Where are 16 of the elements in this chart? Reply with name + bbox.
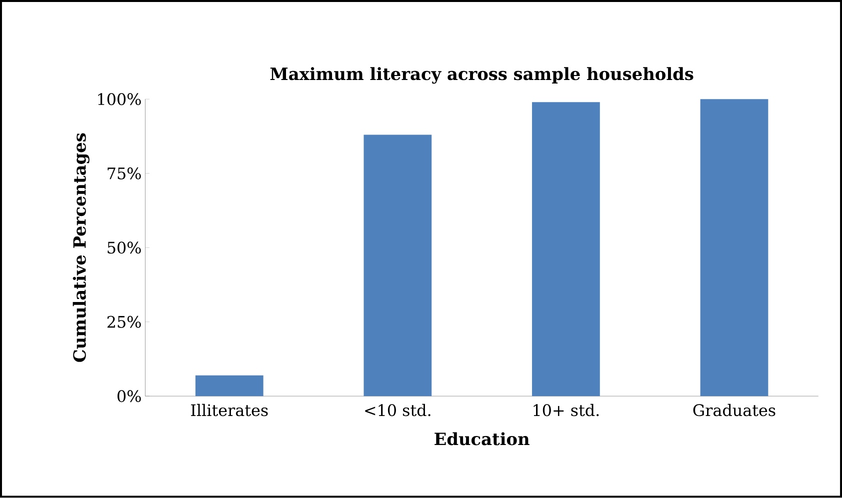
bar	[700, 99, 768, 396]
x-tick-label: Graduates	[693, 404, 776, 416]
y-tick-label: 75%	[108, 167, 141, 180]
x-tick-label: 10+ std.	[534, 404, 599, 416]
y-tick-label: 100%	[98, 93, 141, 106]
bar	[532, 102, 600, 396]
y-axis-title: Cumulative Percentages	[72, 133, 90, 362]
x-tick-label: Illiterates	[191, 404, 268, 416]
x-axis-title: Education	[434, 432, 530, 446]
bar	[364, 134, 432, 396]
y-tick-label: 50%	[108, 242, 141, 254]
chart-title: Maximum literacy across sample households	[270, 67, 694, 84]
y-tick-label: 0%	[118, 390, 141, 402]
y-tick-label: 25%	[107, 316, 141, 328]
bar	[195, 375, 264, 396]
x-tick-label: <10 std.	[365, 404, 430, 416]
